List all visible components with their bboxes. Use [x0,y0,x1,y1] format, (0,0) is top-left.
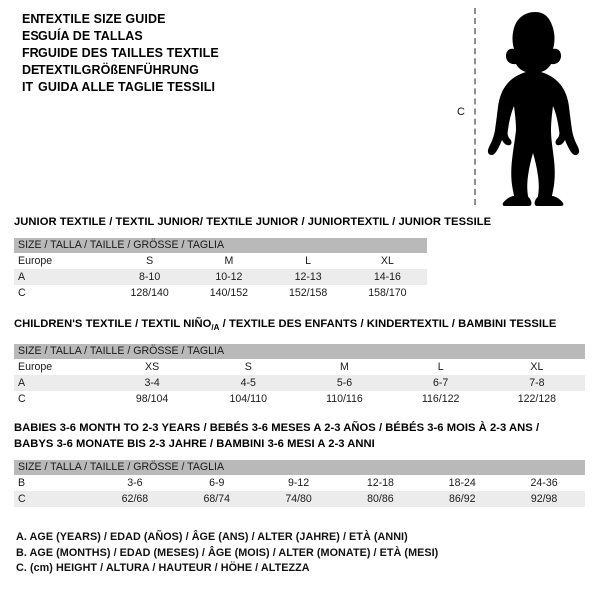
size-header-bar: SIZE / TALLA / TAILLE / GRÖSSE / TAGLIA [14,460,585,475]
language-code: IT [22,80,34,94]
table-cell: 68/74 [175,491,258,507]
table-cell: 14-16 [347,269,427,285]
table-cell: 80/86 [339,491,422,507]
language-code: EN [22,12,40,26]
table-cell: 104/110 [200,391,297,408]
table-cell: 9-12 [257,475,340,491]
table-cell: 6-7 [392,375,489,392]
table-cell: 5-6 [296,375,393,392]
table-cell: XL [488,359,585,376]
language-row: ES GUÍA DE TALLAS [0,29,430,46]
table-cell: 3-4 [104,375,201,392]
size-header-bar: SIZE / TALLA / TAILLE / GRÖSSE / TAGLIA [14,344,585,360]
table-row: C 98/104 104/110 110/116 116/122 122/128 [14,391,585,408]
size-table: B 3-6 6-9 9-12 12-18 18-24 24-36 C 62/68 68/74 74/… [14,475,585,507]
table-cell: 98/104 [104,391,201,408]
section-childrens-textile: CHILDREN'S TEXTILE / TEXTIL NIÑO/A / TEX… [0,316,600,408]
row-label: C [14,391,104,408]
section-title-suffix: / TEXTILE DES ENFANTS / KINDERTEXTIL / B… [219,318,557,330]
table-cell: M [189,253,269,269]
row-label: A [14,269,110,285]
table-cell: XS [104,359,201,376]
table-cell: 8-10 [110,269,190,285]
language-row: IT GUIDA ALLE TAGLIE TESSILI [0,80,430,97]
language-row: DE TEXTILGRÖßENFÜHRUNG [0,63,430,80]
section-title-subscript: /A [211,323,220,333]
language-row: FR GUIDE DES TAILLES TEXTILE [0,46,430,63]
language-title: TEXTILE SIZE GUIDE [38,12,166,26]
section-junior-textile: JUNIOR TEXTILE / TEXTIL JUNIOR/ TEXTILE … [0,214,600,301]
table-cell: 122/128 [488,391,585,408]
table-row: A 8-10 10-12 12-13 14-16 [14,269,427,285]
table-cell: 116/122 [392,391,489,408]
table-cell: 152/158 [268,285,348,301]
table-cell: 10-12 [189,269,269,285]
language-row: EN TEXTILE SIZE GUIDE [0,12,430,29]
size-table: Europe XS S M L XL A 3-4 4-5 5-6 6-7 7-8 C 98/104 104/… [14,359,585,408]
row-label: C [14,491,94,507]
legend-row: C. (cm) HEIGHT / ALTURA / HAUTEUR / HÖHE… [16,562,310,574]
table-cell: S [200,359,297,376]
section-title-line2: BABYS 3-6 MONATE BIS 2-3 JAHRE / BAMBINI… [14,438,375,450]
language-code: ES [22,29,39,43]
toddler-silhouette-icon [487,12,580,206]
row-label: C [14,285,110,301]
language-code: FR [22,46,39,60]
row-label: Europe [14,253,110,269]
row-label: Europe [14,359,104,376]
table-cell: 140/152 [189,285,269,301]
table-cell: 4-5 [200,375,297,392]
table-cell: L [268,253,348,269]
language-title: GUIDA ALLE TAGLIE TESSILI [38,80,216,94]
table-cell: 18-24 [421,475,504,491]
table-cell: XL [347,253,427,269]
table-cell: 3-6 [94,475,176,491]
table-cell: L [392,359,489,376]
table-cell: 7-8 [488,375,585,392]
table-cell: 6-9 [175,475,258,491]
row-label: B [14,475,94,491]
legend-row: B. AGE (MONTHS) / EDAD (MESES) / ÂGE (MO… [16,546,439,559]
language-title: TEXTILGRÖßENFÜHRUNG [38,63,199,77]
table-cell: 74/80 [257,491,340,507]
section-title: JUNIOR TEXTILE / TEXTIL JUNIOR/ TEXTILE … [14,216,492,228]
table-row: Europe XS S M L XL [14,359,585,376]
row-label: A [14,375,104,392]
section-title-main: CHILDREN'S TEXTILE / TEXTIL NIÑO [14,318,212,330]
size-header-bar: SIZE / TALLA / TAILLE / GRÖSSE / TAGLIA [14,238,427,253]
table-cell: 24-36 [503,475,585,491]
table-cell: S [110,253,190,269]
table-row: C 128/140 140/152 152/158 158/170 [14,285,427,301]
language-title: GUÍA DE TALLAS [38,29,143,43]
table-cell: 86/92 [421,491,504,507]
table-row: A 3-4 4-5 5-6 6-7 7-8 [14,375,585,392]
language-code: DE [22,63,40,77]
section-title: CHILDREN'S TEXTILE / TEXTIL NIÑO/A / TEX… [0,316,600,336]
table-row: C 62/68 68/74 74/80 80/86 86/92 92/98 [14,491,585,507]
language-title: GUIDE DES TAILLES TEXTILE [38,46,219,60]
table-cell: 92/98 [503,491,585,507]
table-row: Europe S M L XL [14,253,427,269]
height-measure-label: C [457,106,465,118]
table-cell: 158/170 [347,285,427,301]
table-cell: 12-13 [268,269,348,285]
height-figure-illustration: C [450,0,600,210]
legend-row: A. AGE (YEARS) / EDAD (AÑOS) / ÂGE (ANS)… [16,531,408,543]
table-cell: 128/140 [110,285,190,301]
table-row: B 3-6 6-9 9-12 12-18 18-24 24-36 [14,475,585,491]
table-cell: 110/116 [296,391,393,408]
table-cell: M [296,359,393,376]
height-measure-dashed-line [474,8,476,205]
table-cell: 62/68 [94,491,176,507]
section-babies-textile: BABIES 3-6 MONTH TO 2-3 YEARS / BEBÉS 3-… [0,420,600,507]
section-title: BABIES 3-6 MONTH TO 2-3 YEARS / BEBÉS 3-… [14,422,540,434]
size-table: Europe S M L XL A 8-10 10-12 12-13 14-16 C 128/140 1… [14,253,427,301]
language-title-block: EN TEXTILE SIZE GUIDE ES GUÍA DE TALLAS FR GU… [0,12,430,97]
legend-block: A. AGE (YEARS) / EDAD (AÑOS) / ÂGE (ANS)… [0,530,600,577]
table-cell: 12-18 [339,475,422,491]
